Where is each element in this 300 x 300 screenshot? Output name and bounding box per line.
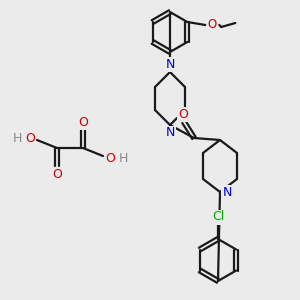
Text: H: H (118, 152, 128, 164)
Text: N: N (165, 58, 175, 70)
Text: O: O (25, 131, 35, 145)
Text: O: O (105, 152, 115, 164)
Text: O: O (208, 19, 217, 32)
Text: N: N (165, 127, 175, 140)
Text: O: O (78, 116, 88, 128)
Text: O: O (178, 107, 188, 121)
Text: Cl: Cl (212, 211, 224, 224)
Text: O: O (52, 167, 62, 181)
Text: H: H (12, 131, 22, 145)
Text: N: N (222, 185, 232, 199)
